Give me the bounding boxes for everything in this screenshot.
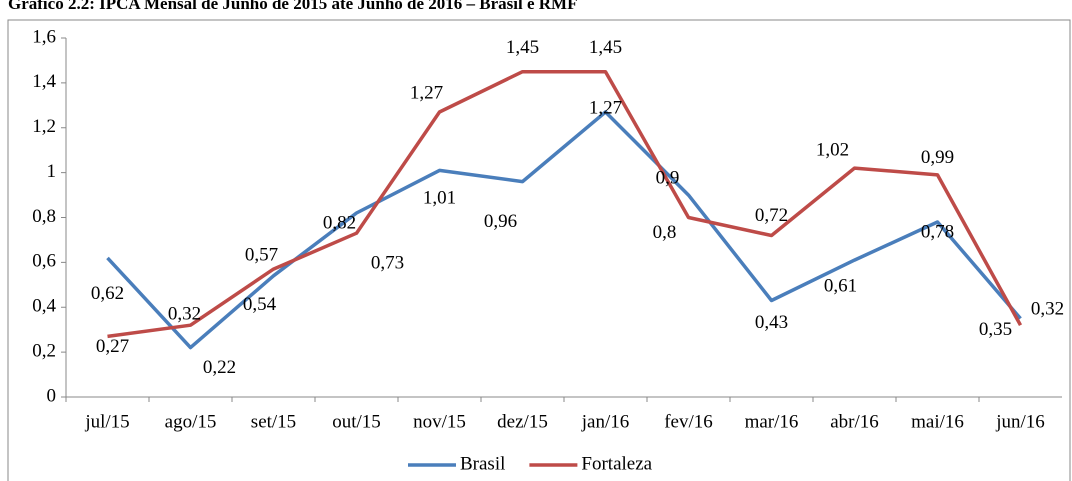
y-tick-label: 1,4	[32, 71, 56, 92]
data-label: 0,32	[168, 304, 201, 325]
x-tick-label: mar/16	[745, 411, 799, 432]
y-tick-label: 0,2	[32, 340, 56, 361]
data-label: 1,02	[816, 139, 849, 160]
data-label: 0,72	[755, 205, 788, 226]
x-tick-label: dez/15	[497, 411, 548, 432]
data-label: 0,27	[96, 336, 129, 357]
y-tick-label: 0	[47, 385, 57, 406]
data-label: 0,43	[755, 312, 788, 333]
series-line	[107, 69, 1023, 339]
x-tick-label: mai/16	[911, 411, 964, 432]
legend-label: Fortaleza	[581, 453, 652, 474]
data-label: 0,62	[91, 283, 124, 304]
chart-frame	[7, 19, 1071, 481]
data-label: 0,35	[979, 319, 1012, 340]
chart-title: Gráfico 2.2: IPCA Mensal de Junho de 201…	[8, 0, 578, 13]
x-tick-label: jul/15	[84, 411, 129, 432]
y-tick-label: 1,2	[32, 116, 56, 137]
legend-label: Brasil	[460, 453, 505, 474]
data-label: 0,99	[921, 147, 954, 168]
data-label: 1,01	[423, 188, 456, 209]
data-label: 1,45	[506, 37, 539, 58]
data-label: 0,54	[243, 294, 277, 315]
data-label: 0,78	[921, 221, 954, 242]
data-label: 0,8	[653, 222, 677, 243]
x-tick-label: set/15	[251, 411, 296, 432]
data-label: 1,45	[589, 37, 622, 58]
y-tick-label: 1,6	[32, 26, 56, 47]
x-tick-label: ago/15	[165, 411, 217, 432]
data-label: 0,9	[656, 167, 680, 188]
x-tick-label: out/15	[332, 411, 381, 432]
x-tick-label: nov/15	[413, 411, 466, 432]
y-tick-label: 0,4	[32, 296, 56, 317]
data-label: 1,27	[589, 97, 622, 118]
x-tick-label: jun/16	[995, 411, 1045, 432]
series-line	[106, 110, 1022, 350]
data-label: 0,82	[323, 212, 356, 233]
data-label: 0,57	[245, 244, 278, 265]
data-label: 0,32	[1031, 299, 1064, 320]
y-tick-label: 0,6	[32, 251, 56, 272]
data-label: 0,96	[484, 211, 517, 232]
data-label: 0,73	[371, 253, 404, 274]
data-label: 0,61	[824, 275, 857, 296]
y-tick-label: 1	[47, 161, 57, 182]
data-label: 1,27	[410, 82, 443, 103]
y-tick-label: 0,8	[32, 206, 56, 227]
x-tick-label: jan/16	[581, 411, 630, 432]
x-tick-label: fev/16	[664, 411, 713, 432]
x-tick-label: abr/16	[830, 411, 879, 432]
data-label: 0,22	[203, 357, 236, 378]
